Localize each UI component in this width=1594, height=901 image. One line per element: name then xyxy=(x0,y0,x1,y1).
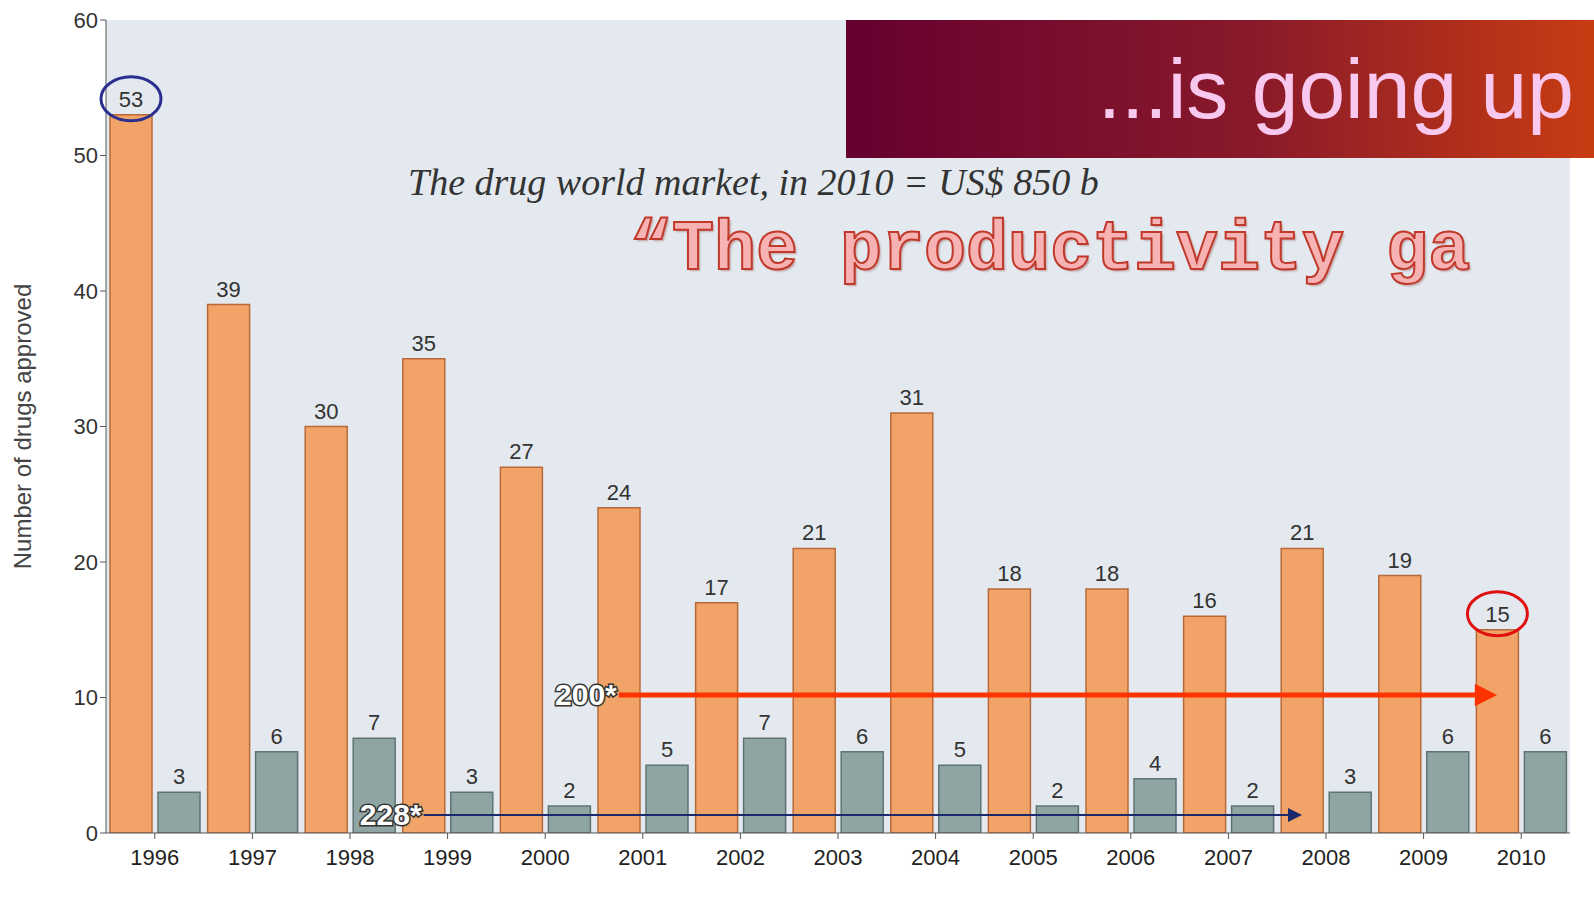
svg-text:40: 40 xyxy=(74,279,98,304)
svg-text:2006: 2006 xyxy=(1106,845,1155,870)
svg-text:2004: 2004 xyxy=(911,845,960,870)
svg-text:2003: 2003 xyxy=(814,845,863,870)
svg-text:7: 7 xyxy=(368,710,380,735)
svg-text:1999: 1999 xyxy=(423,845,472,870)
svg-text:Number of drugs approved: Number of drugs approved xyxy=(9,284,36,570)
svg-text:30: 30 xyxy=(314,399,338,424)
svg-text:18: 18 xyxy=(997,561,1021,586)
svg-text:10: 10 xyxy=(74,685,98,710)
svg-text:2010: 2010 xyxy=(1497,845,1546,870)
svg-text:15: 15 xyxy=(1485,602,1509,627)
svg-text:2002: 2002 xyxy=(716,845,765,870)
svg-text:2: 2 xyxy=(1246,778,1258,803)
svg-text:3: 3 xyxy=(1344,764,1356,789)
svg-text:30: 30 xyxy=(74,414,98,439)
svg-text:27: 27 xyxy=(509,439,533,464)
svg-text:6: 6 xyxy=(856,724,868,749)
svg-text:7: 7 xyxy=(758,710,770,735)
svg-text:5: 5 xyxy=(661,737,673,762)
svg-text:2: 2 xyxy=(1051,778,1063,803)
svg-text:20: 20 xyxy=(74,550,98,575)
svg-text:50: 50 xyxy=(74,143,98,168)
svg-text:1996: 1996 xyxy=(130,845,179,870)
svg-text:21: 21 xyxy=(802,520,826,545)
svg-text:2: 2 xyxy=(563,778,575,803)
svg-text:31: 31 xyxy=(900,385,924,410)
svg-text:21: 21 xyxy=(1290,520,1314,545)
svg-text:24: 24 xyxy=(607,480,631,505)
svg-text:5: 5 xyxy=(954,737,966,762)
svg-text:2007: 2007 xyxy=(1204,845,1253,870)
svg-text:6: 6 xyxy=(1442,724,1454,749)
svg-text:6: 6 xyxy=(1539,724,1551,749)
svg-text:3: 3 xyxy=(173,764,185,789)
svg-text:18: 18 xyxy=(1095,561,1119,586)
svg-text:3: 3 xyxy=(466,764,478,789)
svg-text:2000: 2000 xyxy=(521,845,570,870)
svg-text:2001: 2001 xyxy=(618,845,667,870)
svg-text:17: 17 xyxy=(704,575,728,600)
svg-text:228*: 228* xyxy=(360,798,422,831)
svg-text:1997: 1997 xyxy=(228,845,277,870)
svg-text:19: 19 xyxy=(1388,548,1412,573)
svg-text:16: 16 xyxy=(1192,588,1216,613)
svg-text:1998: 1998 xyxy=(326,845,375,870)
svg-text:6: 6 xyxy=(270,724,282,749)
svg-text:35: 35 xyxy=(412,331,436,356)
html-text:“The productivity ga: “The productivity ga xyxy=(630,211,1471,290)
html-text:...is going up: ...is going up xyxy=(1097,42,1574,136)
html-text:The drug world market, in 2010: The drug world market, in 2010 = US$ 850… xyxy=(408,161,1099,203)
svg-text:4: 4 xyxy=(1149,751,1161,776)
svg-text:2008: 2008 xyxy=(1302,845,1351,870)
svg-text:200*: 200* xyxy=(555,678,617,711)
svg-text:2009: 2009 xyxy=(1399,845,1448,870)
svg-text:53: 53 xyxy=(119,87,143,112)
svg-text:39: 39 xyxy=(216,277,240,302)
svg-text:2005: 2005 xyxy=(1009,845,1058,870)
svg-text:0: 0 xyxy=(86,821,98,846)
svg-text:60: 60 xyxy=(74,8,98,33)
